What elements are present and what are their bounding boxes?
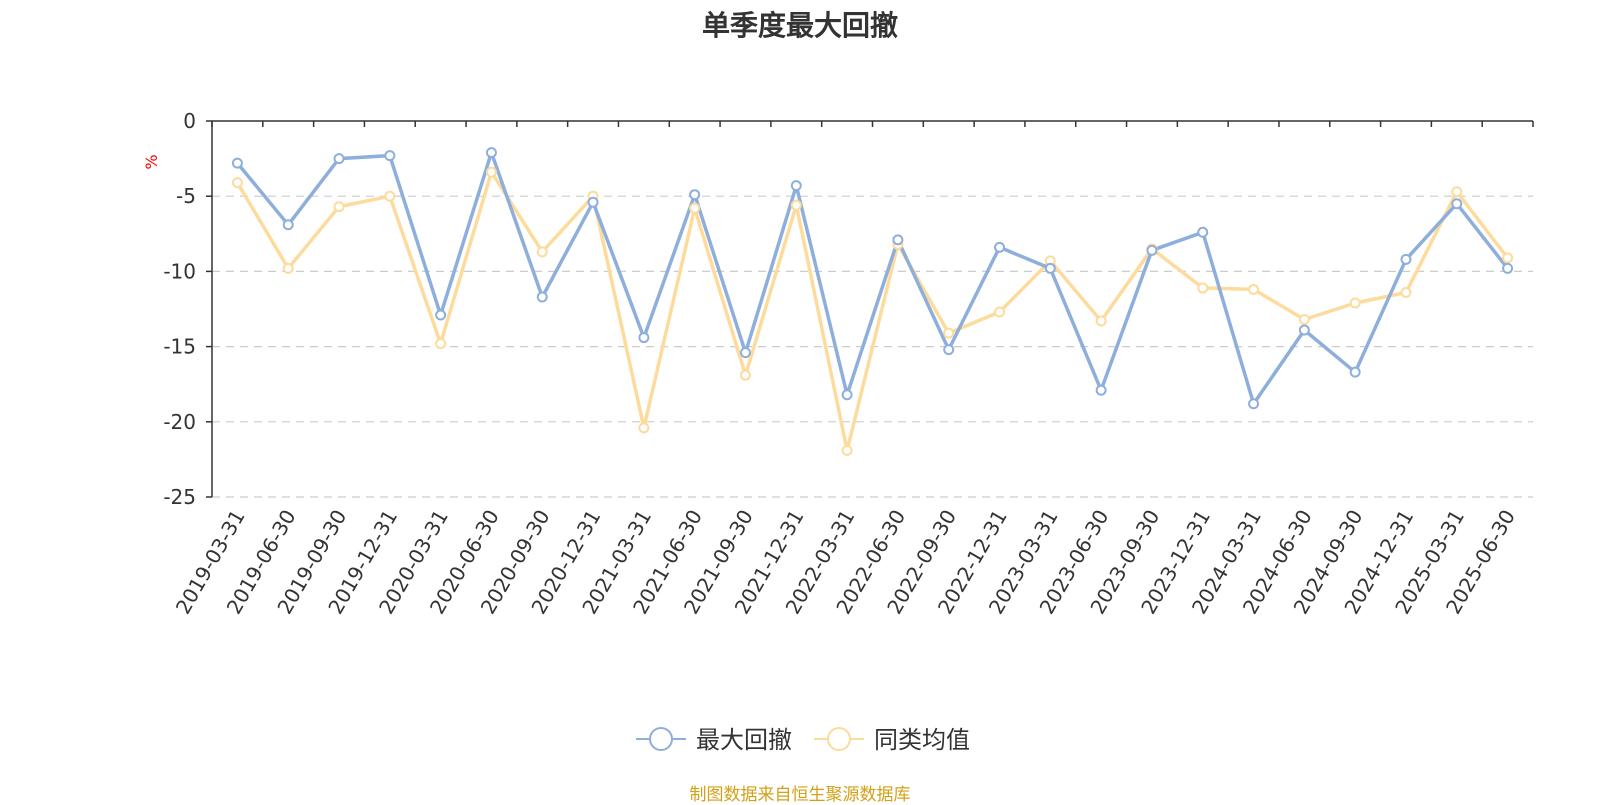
y-tick-label: -15 — [163, 335, 196, 359]
y-tick-label: -10 — [163, 259, 196, 283]
data-point-series-2 — [1400, 286, 1412, 298]
data-point-series-2 — [1197, 282, 1209, 294]
chart-title: 单季度最大回撤 — [701, 9, 898, 42]
data-point-series-1 — [689, 189, 701, 201]
data-point-series-1 — [1146, 244, 1158, 256]
data-point-series-2 — [943, 327, 955, 339]
data-point-series-2 — [435, 338, 447, 350]
data-point-series-2 — [536, 246, 548, 258]
data-point-series-2 — [841, 444, 853, 456]
series-line-2 — [235, 170, 1509, 453]
data-point-series-2 — [1349, 297, 1361, 309]
data-point-series-1 — [943, 344, 955, 356]
data-point-series-1 — [994, 241, 1006, 253]
data-point-series-1 — [333, 153, 345, 165]
series-line-1 — [236, 150, 1509, 406]
data-point-series-1 — [739, 347, 751, 359]
data-point-series-2 — [333, 201, 345, 213]
data-point-series-2 — [1248, 283, 1260, 295]
y-tick-label: 0 — [183, 109, 196, 133]
data-point-series-1 — [1400, 253, 1412, 265]
data-point-series-2 — [485, 166, 497, 178]
data-point-series-1 — [892, 234, 904, 246]
axes: 0-5-10-15-20-25%2019-03-312019-06-302019… — [142, 109, 1534, 618]
legend-item-1[interactable]: 最大回撤 — [636, 726, 792, 754]
legend[interactable]: 最大回撤 同类均值 — [636, 726, 970, 754]
data-point-series-1 — [1349, 366, 1361, 378]
data-point-series-2 — [1298, 314, 1310, 326]
legend-marker — [827, 727, 851, 751]
data-point-series-1 — [1451, 198, 1463, 210]
legend-item-2[interactable]: 同类均值 — [814, 726, 970, 754]
legend-label: 最大回撤 — [696, 726, 792, 754]
data-point-series-1 — [790, 180, 802, 192]
data-point-series-1 — [231, 157, 243, 169]
series-lines — [231, 147, 1514, 456]
y-axis-unit-label: % — [142, 154, 161, 169]
y-tick-label: -20 — [163, 410, 196, 434]
data-point-series-1 — [485, 147, 497, 159]
data-point-series-1 — [384, 150, 396, 162]
data-point-series-1 — [1197, 226, 1209, 238]
legend-label: 同类均值 — [874, 726, 970, 754]
data-point-series-1 — [435, 309, 447, 321]
legend-marker — [649, 727, 673, 751]
data-point-series-1 — [1298, 324, 1310, 336]
y-tick-label: -5 — [176, 184, 196, 208]
data-point-series-2 — [638, 422, 650, 434]
data-point-series-2 — [282, 262, 294, 274]
y-tick-label: -25 — [163, 485, 196, 509]
data-point-series-2 — [689, 202, 701, 214]
data-point-series-2 — [994, 306, 1006, 318]
data-point-series-2 — [231, 177, 243, 189]
data-point-series-2 — [739, 369, 751, 381]
data-point-series-1 — [1095, 384, 1107, 396]
data-point-series-1 — [841, 389, 853, 401]
data-point-series-1 — [1044, 262, 1056, 274]
data-point-series-1 — [1502, 262, 1514, 274]
data-source-note: 制图数据来自恒生聚源数据库 — [689, 785, 911, 805]
data-point-series-2 — [1095, 315, 1107, 327]
data-point-series-2 — [1451, 186, 1463, 198]
data-point-series-2 — [384, 190, 396, 202]
data-point-series-2 — [790, 199, 802, 211]
data-point-series-1 — [587, 196, 599, 208]
data-point-series-1 — [638, 332, 650, 344]
data-point-series-1 — [536, 291, 548, 303]
data-point-series-2 — [1502, 252, 1514, 264]
data-point-series-1 — [1248, 398, 1260, 410]
data-point-series-1 — [282, 219, 294, 231]
